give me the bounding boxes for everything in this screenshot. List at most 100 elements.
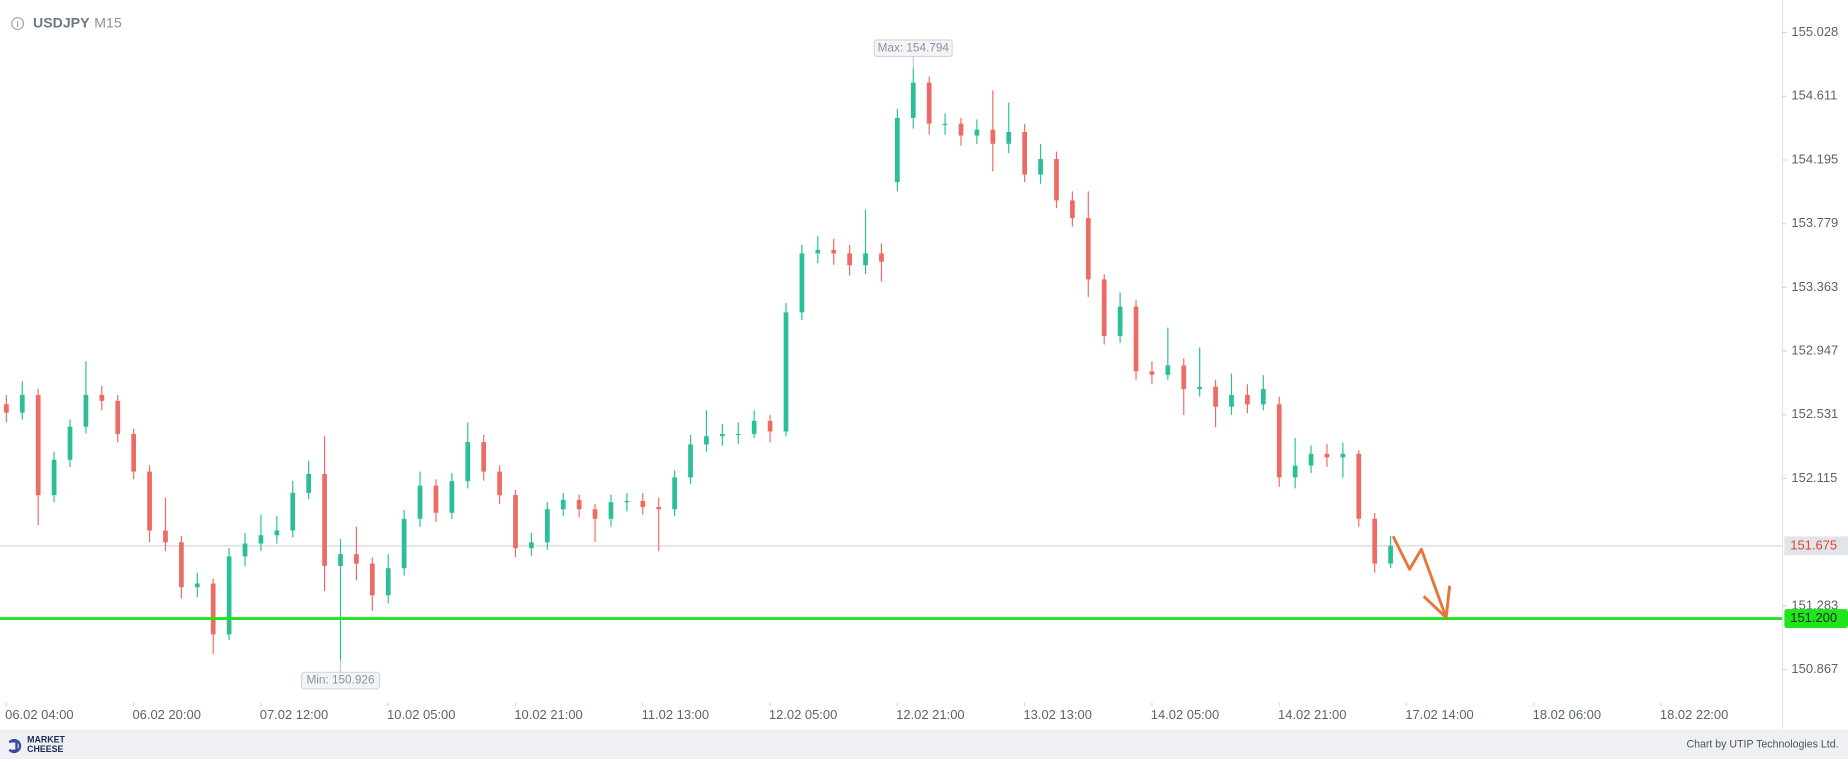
candle-body — [4, 404, 9, 413]
x-tick-label: 17.02 14:00 — [1405, 707, 1473, 722]
y-tick-label: 151.283 — [1791, 597, 1838, 612]
candle-body — [863, 253, 868, 266]
candle-body — [1229, 394, 1234, 407]
candle-body — [767, 420, 773, 432]
candle-body — [338, 554, 343, 566]
candle-body — [544, 509, 550, 543]
timeframe: M15 — [94, 14, 122, 30]
candle-body — [401, 518, 407, 569]
candle-body — [926, 82, 932, 124]
candle-body — [465, 442, 471, 482]
candle-body — [974, 129, 980, 136]
candle-body — [783, 312, 789, 432]
candle-body — [67, 426, 73, 460]
footer — [0, 729, 1848, 759]
y-tick-label: 154.611 — [1791, 88, 1837, 103]
x-tick-label: 12.02 21:00 — [896, 707, 964, 722]
candle-body — [719, 433, 725, 437]
x-tick-label: 06.02 20:00 — [132, 707, 200, 722]
candle-body — [1101, 279, 1107, 336]
candle-body — [417, 485, 423, 519]
last-price-label: 151.675 — [1790, 537, 1837, 552]
candle-body — [83, 394, 89, 427]
candle-body — [385, 568, 391, 596]
candle-body — [242, 543, 248, 557]
candle-body — [592, 509, 598, 519]
candle-body — [672, 477, 677, 510]
candle-body — [990, 129, 996, 144]
x-tick-label: 10.02 21:00 — [514, 707, 582, 722]
candle-body — [815, 249, 821, 254]
x-tick-label: 13.02 13:00 — [1023, 707, 1091, 722]
candle-body — [1133, 306, 1139, 372]
credit: Chart by UTIP Technologies Ltd. — [1686, 739, 1838, 751]
candle-body — [1356, 453, 1362, 519]
candle-body — [290, 492, 296, 531]
x-tick-label: 18.02 22:00 — [1660, 707, 1728, 722]
candle-body — [910, 82, 916, 118]
candle-body — [529, 542, 534, 549]
info-icon[interactable] — [11, 17, 25, 31]
candle-body — [640, 500, 646, 507]
candle-body — [19, 394, 25, 413]
candle-body — [624, 500, 630, 503]
candle-body — [322, 473, 327, 566]
brand-line: MARKET — [27, 734, 65, 744]
candle-body — [1022, 131, 1028, 175]
candle-body — [576, 499, 582, 510]
candle-body — [147, 471, 152, 531]
symbol: USDJPY — [33, 14, 90, 30]
last-price-box — [1784, 536, 1848, 556]
candle-body — [497, 471, 502, 496]
candle-body — [115, 400, 121, 434]
forecast-arrow — [1391, 535, 1452, 620]
candle-body — [369, 563, 375, 596]
candle-body — [354, 554, 359, 564]
candle-body — [274, 530, 280, 536]
candle-body — [751, 420, 757, 434]
plot: 155.028 154.611 154.195 153.779 153.363 152.9… — [0, 24, 1848, 722]
candle-body — [35, 394, 41, 496]
candle-body — [258, 535, 264, 544]
candle-body — [1085, 218, 1091, 280]
candle-body — [210, 583, 216, 635]
level-label: 151.200 — [1790, 610, 1837, 625]
brand-line: CHEESE — [27, 744, 63, 754]
candle-body — [656, 506, 662, 510]
candle-body — [688, 444, 693, 478]
candle-body — [1006, 131, 1012, 144]
candle-body — [847, 253, 852, 266]
candle-body — [608, 502, 614, 519]
candle-body — [560, 499, 566, 510]
candle-body — [99, 394, 105, 401]
y-tick-label: 153.363 — [1791, 279, 1838, 294]
candle-body — [735, 433, 741, 436]
brand-logo — [8, 738, 22, 754]
y-tick-label: 152.531 — [1791, 406, 1838, 421]
candle-body — [1038, 159, 1043, 175]
candle-body — [194, 583, 200, 588]
candle-body — [449, 481, 455, 513]
candle-body — [942, 123, 948, 125]
arrow-path — [1391, 535, 1448, 619]
candle-body — [1388, 545, 1393, 564]
candle-body — [481, 442, 487, 472]
candle-body — [306, 473, 312, 493]
candle-body — [704, 436, 709, 445]
candle-body — [226, 556, 232, 635]
candle-body — [433, 485, 439, 513]
annotation-label: Min: 150.926 — [306, 674, 374, 687]
candle-body — [1276, 404, 1282, 478]
y-tick-label: 155.028 — [1791, 24, 1838, 39]
candle-body — [799, 253, 805, 313]
x-tick-label: 11.02 13:00 — [642, 707, 709, 722]
y-tick-label: 153.779 — [1791, 215, 1838, 230]
candle-body — [879, 253, 884, 262]
arrow-head — [1422, 585, 1452, 620]
candle-body — [1213, 386, 1218, 407]
candle-body — [1260, 389, 1266, 405]
annotation-label: Max: 154.794 — [878, 41, 950, 54]
x-tick-label: 18.02 06:00 — [1533, 707, 1601, 722]
candle-body — [163, 530, 168, 543]
